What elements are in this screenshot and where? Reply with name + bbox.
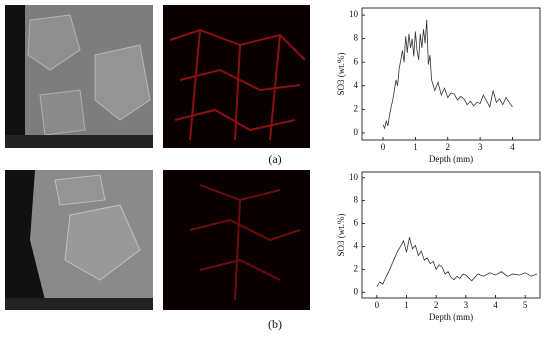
x-tick-label: 4	[493, 300, 498, 310]
x-tick-label: 3	[478, 142, 483, 152]
x-axis-label: Depth (mm)	[429, 312, 473, 322]
plot-frame	[361, 7, 541, 141]
x-tick-label: 2	[434, 300, 439, 310]
eds-map	[163, 5, 310, 148]
panel-label: (b)	[268, 317, 282, 331]
sem-image	[5, 5, 153, 148]
x-tick-label: 3	[464, 300, 469, 310]
x-axis-label: Depth (mm)	[429, 154, 473, 164]
x-tick-label: 0	[375, 300, 380, 310]
y-tick-label: 4	[354, 241, 359, 251]
sem-image	[5, 170, 153, 310]
panel-label: (a)	[268, 152, 281, 166]
y-tick-label: 6	[354, 218, 359, 228]
plot-frame	[361, 171, 541, 299]
data-line	[376, 237, 538, 287]
y-axis-label: SO3 (wt.%)	[336, 214, 346, 257]
x-tick-label: 1	[413, 142, 418, 152]
x-tick-label: 5	[523, 300, 528, 310]
y-tick-label: 6	[354, 56, 359, 66]
x-tick-label: 4	[510, 142, 515, 152]
eds-map	[163, 170, 310, 310]
y-tick-label: 8	[354, 33, 359, 43]
x-tick-label: 0	[381, 142, 386, 152]
y-tick-label: 0	[354, 286, 359, 296]
y-tick-label: 0	[354, 127, 359, 137]
data-line	[382, 19, 513, 130]
y-tick-label: 4	[354, 80, 359, 90]
y-tick-label: 8	[354, 195, 359, 205]
y-tick-label: 10	[349, 9, 359, 19]
y-axis-label: SO3 (wt.%)	[336, 53, 346, 96]
x-tick-label: 2	[446, 142, 451, 152]
y-tick-label: 10	[349, 172, 359, 182]
x-tick-label: 1	[404, 300, 409, 310]
y-tick-label: 2	[354, 263, 359, 273]
y-tick-label: 2	[354, 103, 359, 113]
